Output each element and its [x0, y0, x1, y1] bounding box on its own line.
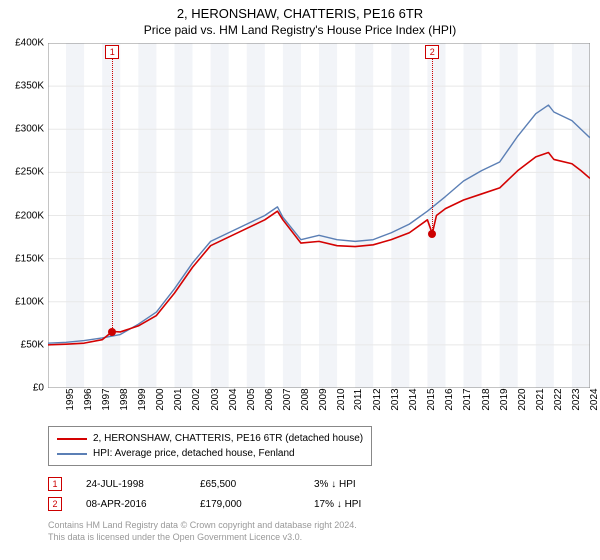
- sales-table: 1 24-JUL-1998 £65,500 3% ↓ HPI 2 08-APR-2016 £…: [48, 474, 570, 514]
- sale-delta: 3% ↓ HPI: [314, 479, 404, 490]
- x-tick-label: 2006: [263, 388, 274, 410]
- x-tick-label: 2011: [353, 389, 364, 411]
- chart-title: 2, HERONSHAW, CHATTERIS, PE16 6TR: [4, 6, 596, 21]
- x-tick-label: 2000: [155, 388, 166, 410]
- x-tick-label: 2018: [480, 388, 491, 410]
- sale-price: £179,000: [200, 499, 290, 510]
- x-tick-label: 1999: [137, 388, 148, 410]
- y-tick-label: £100K: [0, 296, 44, 307]
- x-tick-label: 1995: [65, 388, 76, 410]
- sales-row: 1 24-JUL-1998 £65,500 3% ↓ HPI: [48, 474, 570, 494]
- y-tick-label: £0: [0, 383, 44, 394]
- footnote-line-2: This data is licensed under the Open Gov…: [48, 532, 570, 544]
- x-tick-label: 2024: [589, 388, 600, 410]
- y-tick-label: £350K: [0, 81, 44, 92]
- sale-price: £65,500: [200, 479, 290, 490]
- chart-plot: [48, 43, 590, 388]
- x-tick-label: 2016: [444, 388, 455, 410]
- legend-item: 2, HERONSHAW, CHATTERIS, PE16 6TR (detac…: [57, 431, 363, 446]
- x-tick-label: 1996: [83, 388, 94, 410]
- y-tick-label: £200K: [0, 210, 44, 221]
- x-tick-label: 2017: [462, 388, 473, 410]
- x-tick-label: 2005: [245, 388, 256, 410]
- chart: £0£50K£100K£150K£200K£250K£300K£350K£400…: [48, 43, 590, 388]
- marker-line: [432, 59, 433, 234]
- sale-marker-badge: 1: [48, 477, 62, 491]
- x-tick-label: 2003: [209, 388, 220, 410]
- y-tick-label: £50K: [0, 339, 44, 350]
- x-axis-labels: 1995 1996 1997 1998 1999 2000 2001 2002 2003 2004…: [48, 388, 590, 428]
- legend-item: HPI: Average price, detached house, Fenl…: [57, 446, 363, 461]
- x-tick-label: 2004: [227, 388, 238, 410]
- sale-delta: 17% ↓ HPI: [314, 499, 404, 510]
- sale-date: 08-APR-2016: [86, 499, 176, 510]
- marker-badge: 1: [105, 45, 119, 59]
- x-tick-label: 1997: [101, 388, 112, 410]
- x-tick-label: 2019: [498, 388, 509, 410]
- x-tick-label: 2001: [173, 388, 184, 410]
- y-tick-label: £150K: [0, 253, 44, 264]
- x-tick-label: 2007: [282, 388, 293, 410]
- x-tick-label: 2014: [408, 388, 419, 410]
- x-tick-label: 2021: [534, 388, 545, 410]
- marker-line: [112, 59, 113, 332]
- legend-label: 2, HERONSHAW, CHATTERIS, PE16 6TR (detac…: [93, 431, 363, 446]
- sales-row: 2 08-APR-2016 £179,000 17% ↓ HPI: [48, 494, 570, 514]
- y-tick-label: £400K: [0, 38, 44, 49]
- y-tick-label: £300K: [0, 124, 44, 135]
- chart-titles: 2, HERONSHAW, CHATTERIS, PE16 6TR Price …: [0, 0, 600, 39]
- x-tick-label: 1998: [119, 388, 130, 410]
- x-tick-label: 2020: [516, 388, 527, 410]
- x-tick-label: 2023: [571, 388, 582, 410]
- x-tick-label: 2010: [336, 388, 347, 410]
- legend: 2, HERONSHAW, CHATTERIS, PE16 6TR (detac…: [48, 426, 372, 466]
- legend-label: HPI: Average price, detached house, Fenl…: [93, 446, 295, 461]
- x-tick-label: 2022: [553, 388, 564, 410]
- footnote: Contains HM Land Registry data © Crown c…: [48, 520, 570, 543]
- chart-subtitle: Price paid vs. HM Land Registry's House …: [4, 23, 596, 37]
- x-tick-label: 2012: [372, 388, 383, 410]
- x-tick-label: 2013: [390, 388, 401, 410]
- marker-dot: [428, 230, 436, 238]
- x-tick-label: 2009: [318, 388, 329, 410]
- x-tick-label: 2008: [300, 388, 311, 410]
- y-tick-label: £250K: [0, 167, 44, 178]
- sale-date: 24-JUL-1998: [86, 479, 176, 490]
- footnote-line-1: Contains HM Land Registry data © Crown c…: [48, 520, 570, 532]
- marker-badge: 2: [425, 45, 439, 59]
- x-tick-label: 2015: [426, 388, 437, 410]
- x-tick-label: 2002: [191, 388, 202, 410]
- sale-marker-badge: 2: [48, 497, 62, 511]
- marker-dot: [108, 328, 116, 336]
- legend-swatch: [57, 453, 87, 455]
- legend-swatch: [57, 438, 87, 440]
